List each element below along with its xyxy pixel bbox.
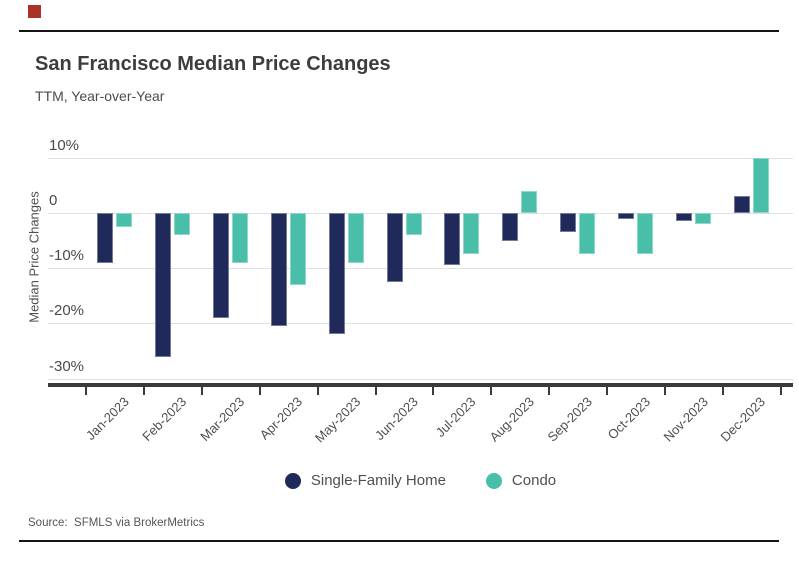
x-tick-label: May-2023: [311, 394, 364, 446]
legend-swatch-icon: [485, 472, 502, 489]
bar-single-family-home-dec-2023: [733, 196, 750, 213]
x-tick-label: Jan-2023: [82, 394, 132, 443]
bar-single-family-home-apr-2023: [270, 213, 287, 327]
y-tick-label: -20%: [49, 302, 85, 320]
bar-single-family-home-nov-2023: [676, 213, 692, 222]
gridline: [48, 268, 793, 270]
bar-condo-feb-2023: [173, 213, 190, 236]
page-title: San Francisco Median Price Changes: [35, 53, 391, 75]
bar-condo-oct-2023: [637, 213, 654, 255]
bar-condo-dec-2023: [752, 157, 769, 213]
x-axis-tick: [258, 387, 261, 395]
bar-single-family-home-sep-2023: [560, 213, 577, 233]
bar-condo-jan-2023: [116, 213, 132, 227]
x-axis-tick: [142, 387, 145, 395]
page-subtitle: TTM, Year-over-Year: [35, 88, 165, 104]
x-tick-label: Aug-2023: [486, 394, 537, 445]
x-axis-tick: [548, 387, 551, 395]
x-tick-label: Feb-2023: [139, 394, 190, 444]
bar-condo-aug-2023: [521, 190, 538, 213]
bar-chart-plot-area: 10% 0 -10% -20% -30% Jan-2023 Feb-2023 Mar-2023…: [48, 136, 793, 445]
red-marker-icon: [28, 5, 41, 18]
x-tick-label: Nov-2023: [660, 394, 711, 445]
y-axis-title: Median Price Changes: [26, 191, 42, 323]
y-tick-label: -10%: [49, 247, 85, 265]
x-tick-label: Dec-2023: [717, 394, 769, 445]
legend-label: Single-Family Home: [310, 472, 446, 489]
y-tick-label: 10%: [49, 136, 80, 154]
bar-single-family-home-jul-2023: [444, 213, 461, 266]
bar-condo-sep-2023: [579, 213, 596, 255]
bar-condo-jul-2023: [463, 213, 480, 255]
legend-item: Single-Family Home: [284, 472, 446, 489]
gridline: [48, 157, 793, 159]
x-axis-tick: [490, 387, 493, 395]
bar-condo-may-2023: [347, 213, 364, 263]
x-axis-tick: [85, 387, 87, 395]
source-note: Source: SFMLS via BrokerMetrics: [28, 517, 205, 529]
legend-label: Condo: [511, 472, 557, 489]
bar-single-family-home-aug-2023: [502, 213, 519, 241]
x-axis-tick: [374, 387, 377, 395]
x-tick-label: Jul-2023: [433, 394, 479, 440]
bar-single-family-home-jun-2023: [386, 213, 403, 282]
x-axis-tick: [606, 387, 609, 395]
x-axis-tick: [664, 387, 666, 395]
gridline: [48, 378, 793, 380]
legend-swatch-icon: [284, 472, 301, 489]
x-axis-tick: [721, 387, 724, 395]
bar-condo-mar-2023: [231, 213, 248, 263]
bar-condo-apr-2023: [289, 213, 306, 285]
bar-single-family-home-mar-2023: [212, 213, 229, 318]
bar-single-family-home-may-2023: [328, 213, 345, 335]
top-divider: [19, 30, 779, 32]
x-axis-tick: [432, 387, 435, 395]
x-tick-label: Mar-2023: [197, 394, 248, 444]
x-tick-label: Jun-2023: [372, 394, 422, 443]
x-tick-label: Apr-2023: [256, 394, 306, 443]
bar-single-family-home-oct-2023: [618, 213, 635, 219]
legend-item: Condo: [485, 472, 557, 489]
bar-single-family-home-feb-2023: [154, 213, 171, 357]
gridline: [48, 323, 793, 325]
bar-single-family-home-jan-2023: [97, 213, 113, 263]
bottom-divider: [19, 540, 779, 542]
bar-condo-nov-2023: [695, 213, 711, 225]
x-axis-line: [48, 383, 793, 387]
x-tick-label: Oct-2023: [604, 394, 653, 443]
x-axis-tick: [316, 387, 319, 395]
y-tick-label: -30%: [49, 357, 85, 375]
bar-condo-jun-2023: [405, 213, 422, 236]
x-tick-label: Sep-2023: [544, 394, 595, 445]
x-axis-tick: [779, 387, 782, 395]
y-tick-label: 0: [49, 192, 58, 209]
x-axis-tick: [200, 387, 203, 395]
legend: Single-Family Home Condo: [48, 472, 793, 489]
